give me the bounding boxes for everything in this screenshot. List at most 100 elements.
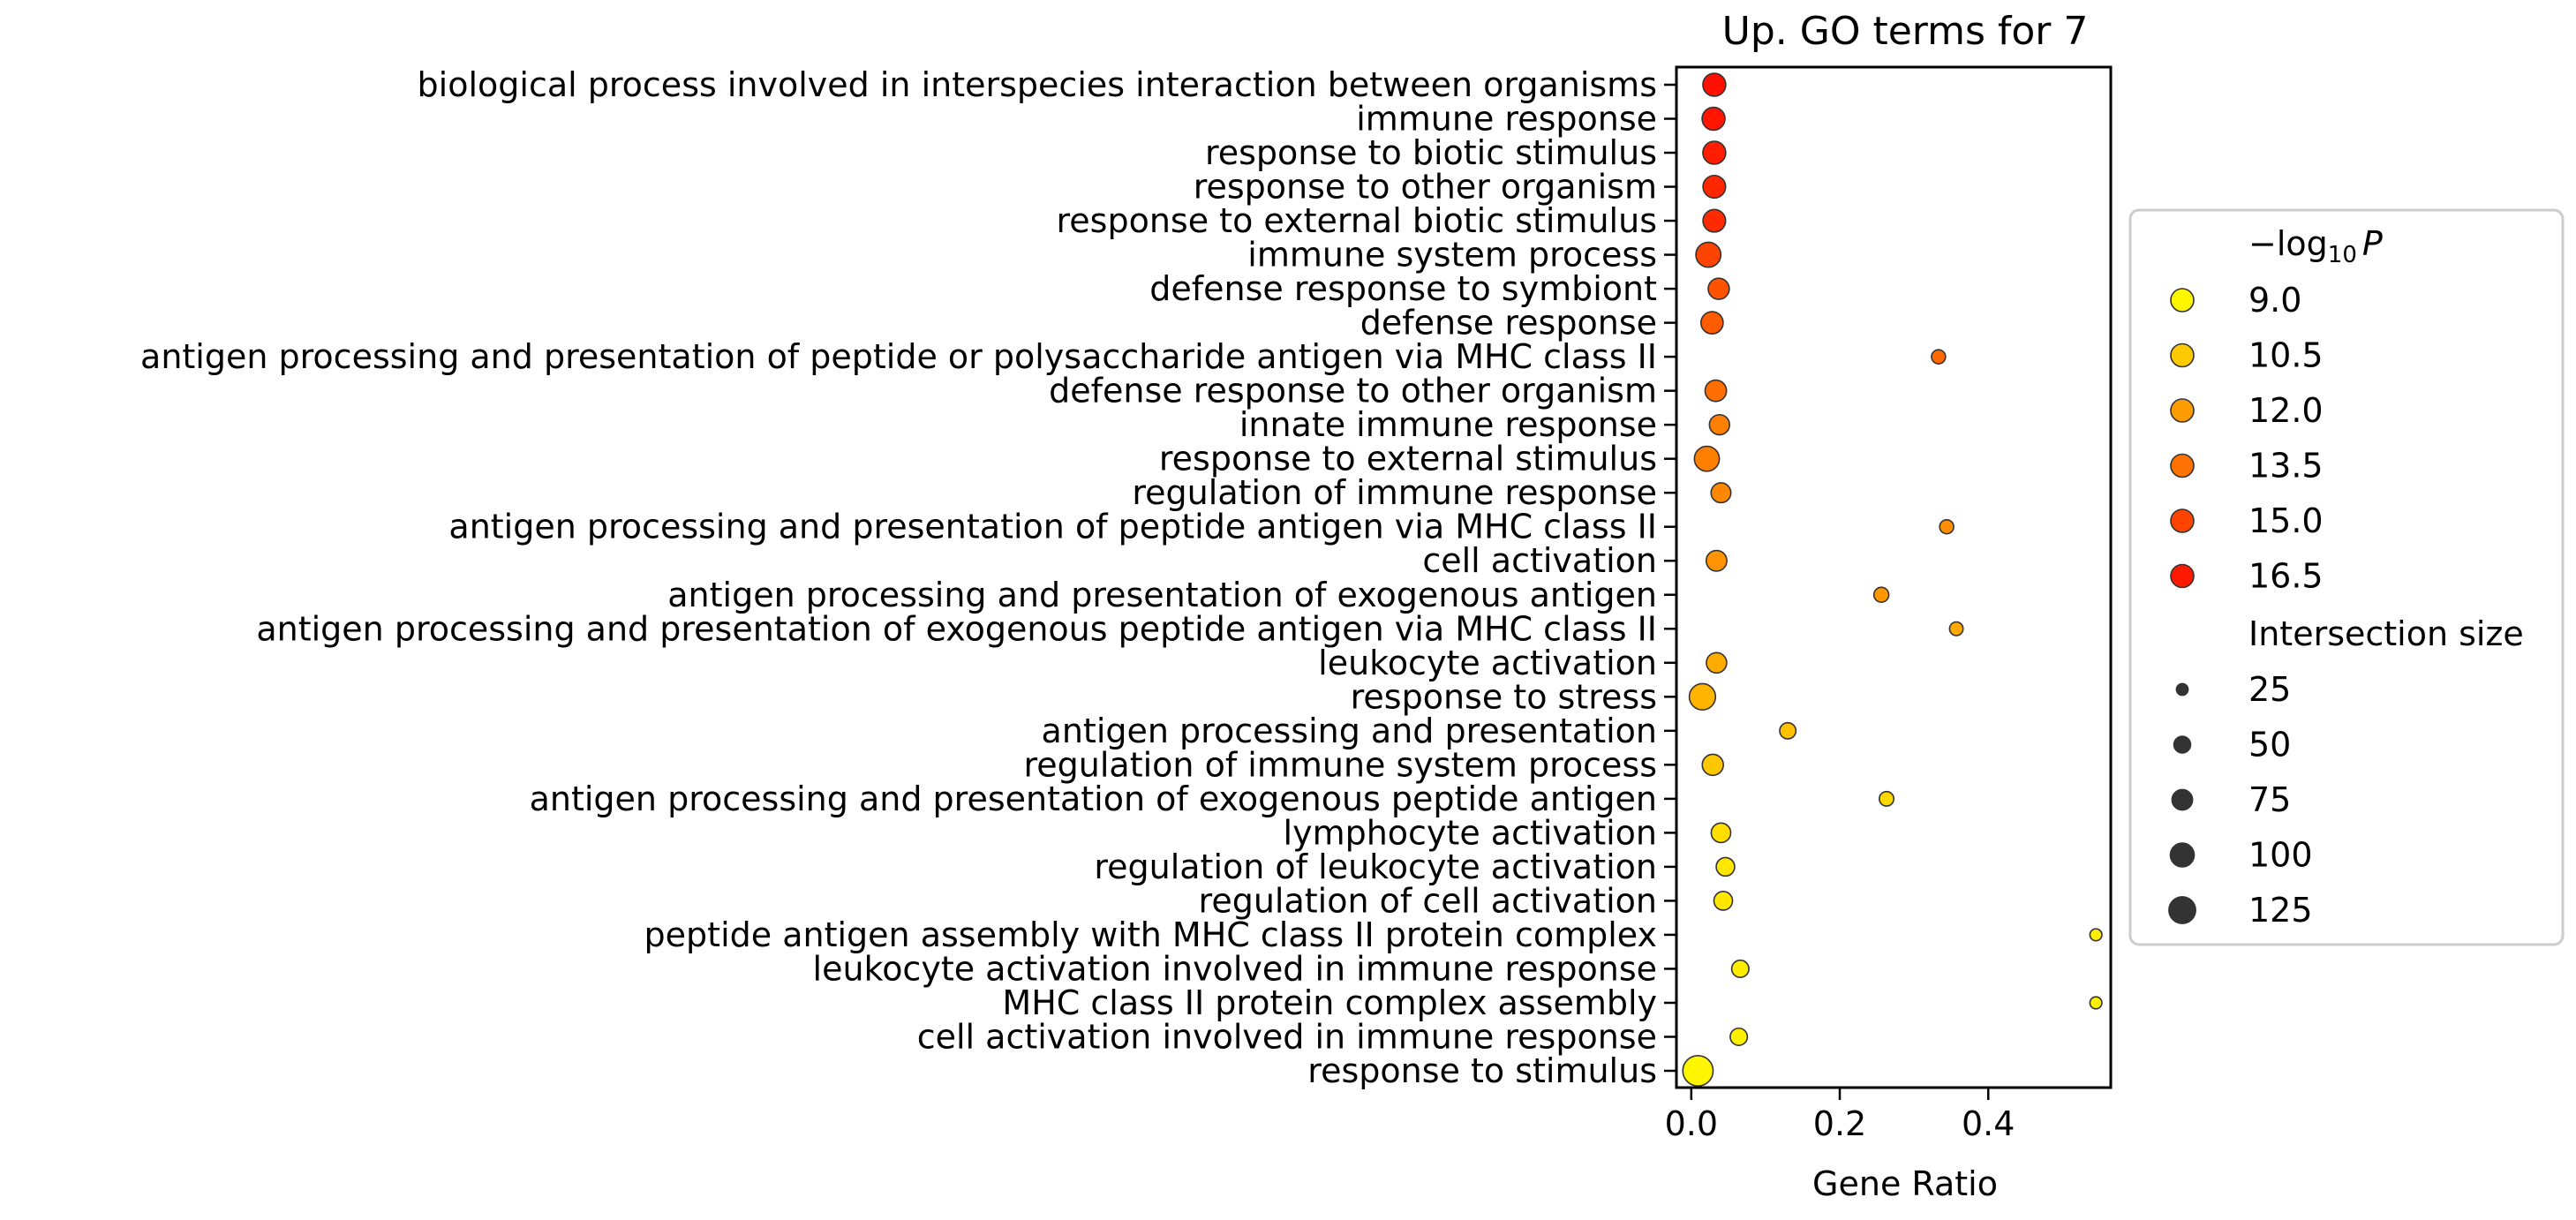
legend-color-marker [2170,288,2195,313]
data-point [1879,790,1895,807]
x-tick-label: 0.0 [1665,1104,1718,1143]
x-axis: 0.0 0.2 0.4 [1665,1088,2015,1143]
y-tick-label: antigen processing and presentation of p… [140,337,1657,376]
data-point [2089,996,2103,1010]
y-tick-label: immune response [1356,100,1657,139]
data-point [1701,106,1726,132]
legend-color-label: 12.0 [2248,391,2324,430]
y-tick-label: response to stimulus [1307,1051,1657,1090]
data-point [1682,1055,1714,1087]
x-tick-label: 0.4 [1962,1104,2015,1143]
data-point [1706,651,1728,674]
legend-color-marker [2170,343,2195,368]
y-tick-label: lymphocyte activation [1284,813,1657,852]
data-point [1695,241,1722,268]
legend-color-label: 15.0 [2248,501,2324,540]
data-point [1948,621,1964,636]
y-tick-label: regulation of cell activation [1199,881,1657,920]
legend-size-label: 100 [2248,836,2313,875]
data-point [1730,959,1750,978]
data-point [1704,379,1728,403]
plot-frame [1675,65,2113,1089]
y-tick-label: regulation of immune response [1132,473,1657,512]
legend-size-marker [2173,735,2192,754]
data-point [1702,140,1727,165]
y-tick-label: response to other organism [1194,168,1657,207]
y-tick-label: biological process involved in interspec… [418,65,1657,104]
data-point [1710,822,1732,844]
legend-size-marker [2169,842,2196,868]
y-tick-label: immune system process [1247,236,1657,275]
legend-size-label: 125 [2248,891,2313,930]
y-tick-label: leukocyte activation [1318,644,1657,682]
legend-color-title-subscript: 10 [2328,242,2357,268]
legend-color-label: 16.5 [2248,557,2324,596]
y-tick-label: MHC class II protein complex assembly [1002,983,1657,1022]
data-point [1701,753,1724,777]
legend-color-label: 9.0 [2248,281,2301,320]
data-point [1939,518,1955,535]
legend-color-marker [2170,453,2195,478]
data-point [1713,891,1734,911]
legend-size-label: 25 [2248,670,2291,709]
legend: −log10 P 9.0 10.5 12.0 13.5 15.0 16.5 Intersec… [2128,208,2565,946]
data-point [2089,928,2103,942]
chart-title: Up. GO terms for 7 [1722,9,2089,54]
y-tick-label: regulation of immune system process [1024,745,1658,784]
data-point [1702,72,1727,97]
legend-size-marker [2168,896,2196,924]
legend-size-marker [2171,788,2194,811]
y-tick-label: defense response to other organism [1049,372,1657,410]
legend-size-marker [2175,682,2189,697]
y-tick-label: innate immune response [1239,405,1657,444]
legend-color-marker [2170,563,2195,589]
data-point [1872,586,1890,604]
legend-frame [2128,208,2565,946]
x-tick-label: 0.2 [1813,1104,1866,1143]
data-point [1708,413,1730,436]
data-point [1715,856,1736,877]
data-point [1702,208,1727,233]
y-tick-label: response to external stimulus [1159,440,1657,478]
x-axis-label: Gene Ratio [1812,1164,1998,1203]
y-tick-label: leukocyte activation involved in immune … [813,949,1657,988]
data-point [1702,174,1727,200]
data-point [1779,721,1797,740]
legend-size-label: 50 [2248,726,2291,764]
data-point [1700,311,1724,335]
y-tick-label: defense response to symbiont [1149,269,1657,308]
data-point [1729,1027,1749,1047]
data-point [1693,445,1721,472]
legend-color-marker [2170,508,2195,533]
legend-color-title-prefix: −log [2248,224,2328,263]
y-tick-label: response to external biotic stimulus [1057,201,1658,240]
legend-color-entries: 9.0 10.5 12.0 13.5 15.0 16.5 [2170,281,2324,596]
legend-color-label: 10.5 [2248,336,2324,375]
y-tick-label: cell activation [1422,541,1657,580]
y-tick-label: peptide antigen assembly with MHC class … [644,915,1657,954]
data-point [1931,349,1947,365]
legend-color-label: 13.5 [2248,447,2324,486]
data-point [1688,682,1717,711]
y-tick-label: response to biotic stimulus [1205,133,1657,172]
legend-size-entries: 25 50 75 100 125 [2168,670,2313,930]
legend-color-title-suffix: P [2362,224,2383,263]
data-point [1710,482,1732,504]
y-tick-label: regulation of leukocyte activation [1094,847,1657,886]
y-tick-label: antigen processing and presentation of e… [530,779,1657,818]
legend-color-marker [2170,398,2195,423]
y-tick-label: antigen processing and presentation [1042,712,1657,750]
legend-color-title: −log10 P [2248,224,2383,268]
data-point [1707,277,1730,300]
y-tick-label: antigen processing and presentation of e… [256,609,1657,648]
y-axis-labels: biological process involved in interspec… [140,65,1676,1090]
data-points [1682,72,2103,1087]
y-tick-label: response to stress [1351,677,1657,716]
y-tick-label: antigen processing and presentation of e… [667,576,1657,614]
y-tick-label: antigen processing and presentation of p… [448,508,1657,546]
data-point [1705,549,1728,572]
legend-size-title: Intersection size [2248,614,2524,653]
legend-size-label: 75 [2248,780,2291,819]
